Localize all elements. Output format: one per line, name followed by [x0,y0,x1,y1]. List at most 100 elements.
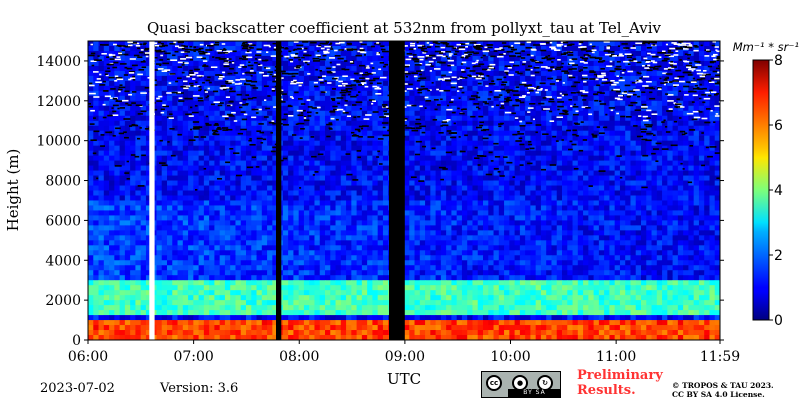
heatmap-cell [562,200,568,206]
heatmap-cell [288,50,294,57]
heatmap-cell [572,95,579,102]
heatmap-cell [472,205,479,211]
heatmap-cell [472,165,479,171]
heatmap-cell [430,205,436,211]
heatmap-cell [677,90,684,97]
heatmap-cell [651,120,658,127]
heatmap-cell [461,160,468,166]
heatmap-cell [340,185,347,191]
heatmap-cell [614,190,621,196]
heatmap-cell [562,125,568,132]
heatmap-cell [272,75,278,82]
heatmap-cell [572,70,579,77]
heatmap-cell [224,95,231,102]
heatmap-cell [209,45,215,52]
heatmap-cell [562,165,568,171]
heatmap-cell [583,175,589,181]
heatmap-cell [698,205,705,211]
heatmap-cell [330,130,336,137]
heatmap-cell [140,185,147,191]
heatmap-cell [456,230,463,236]
heatmap-cell [346,210,352,216]
heatmap-cell [461,235,468,241]
heatmap-cell [288,135,294,142]
heatmap-cell [693,65,700,72]
heatmap-cell [377,225,384,231]
heatmap-cell [556,55,563,62]
heatmap-cell [214,95,221,102]
heatmap-cell [625,190,631,196]
heatmap-cell [103,85,110,92]
heatmap-cell [356,80,363,87]
heatmap-cell [519,45,526,52]
heatmap-cell [267,190,273,196]
heatmap-cell [93,230,99,236]
heatmap-cell [335,150,342,157]
heatmap-cell [340,75,347,82]
heatmap-cell [588,45,594,52]
heatmap-cell [530,205,537,211]
heatmap-cell [156,185,163,191]
heatmap-cell [282,105,289,112]
heatmap-cell [251,155,257,161]
heatmap-cell [224,235,231,241]
heatmap-cell [140,145,147,152]
heatmap-cell [651,115,658,122]
heatmap-cell [203,200,210,206]
heatmap-cell [172,220,178,226]
heatmap-cell [451,240,458,246]
heatmap-cell [688,170,695,176]
heatmap-cell [193,80,199,87]
heatmap-cell [440,110,447,117]
heatmap-cell [203,165,210,171]
heatmap-cell [140,150,147,157]
heatmap-cell [604,235,610,241]
heatmap-cell [93,210,99,216]
heatmap-cell [351,145,357,152]
heatmap-cell [598,75,605,82]
heatmap-cell [119,225,126,231]
heatmap-cell [167,155,173,161]
heatmap-cell [704,100,710,107]
heatmap-cell [335,80,342,87]
heatmap-cell [430,210,436,216]
heatmap-cell [583,90,589,97]
heatmap-cell [598,180,605,186]
heatmap-cell [156,85,163,92]
heatmap-cell [319,225,326,231]
heatmap-cell [288,175,294,181]
heatmap-cell [430,165,436,171]
heatmap-cell [435,220,442,226]
heatmap-cell [577,145,584,152]
heatmap-cell [625,41,631,47]
heatmap-cell [172,85,178,92]
heatmap-cell [535,90,542,97]
heatmap-cell [361,150,368,157]
heatmap-cell [98,45,105,52]
heatmap-cell [604,240,610,246]
heatmap-cell [604,225,610,231]
heatmap-cell [593,160,600,166]
heatmap-cell [198,90,205,97]
heatmap-cell [551,90,558,97]
heatmap-cell [314,145,321,152]
heatmap-cell [282,230,289,236]
heatmap-cell [667,200,673,206]
heatmap-cell [588,205,594,211]
heatmap-cell [488,95,494,102]
heatmap-cell [641,165,647,171]
heatmap-cell [340,180,347,186]
heatmap-cell [177,165,184,171]
heatmap-cell [240,115,247,122]
heatmap-cell [209,90,215,97]
heatmap-cell [314,245,321,251]
heatmap-cell [572,205,579,211]
heatmap-cell [377,170,384,176]
heatmap-cell [193,220,199,226]
heatmap-cell [525,80,531,87]
heatmap-cell [677,70,684,77]
heatmap-cell [662,155,668,161]
heatmap-cell [203,225,210,231]
heatmap-cell [551,200,558,206]
heatmap-cell [572,225,579,231]
